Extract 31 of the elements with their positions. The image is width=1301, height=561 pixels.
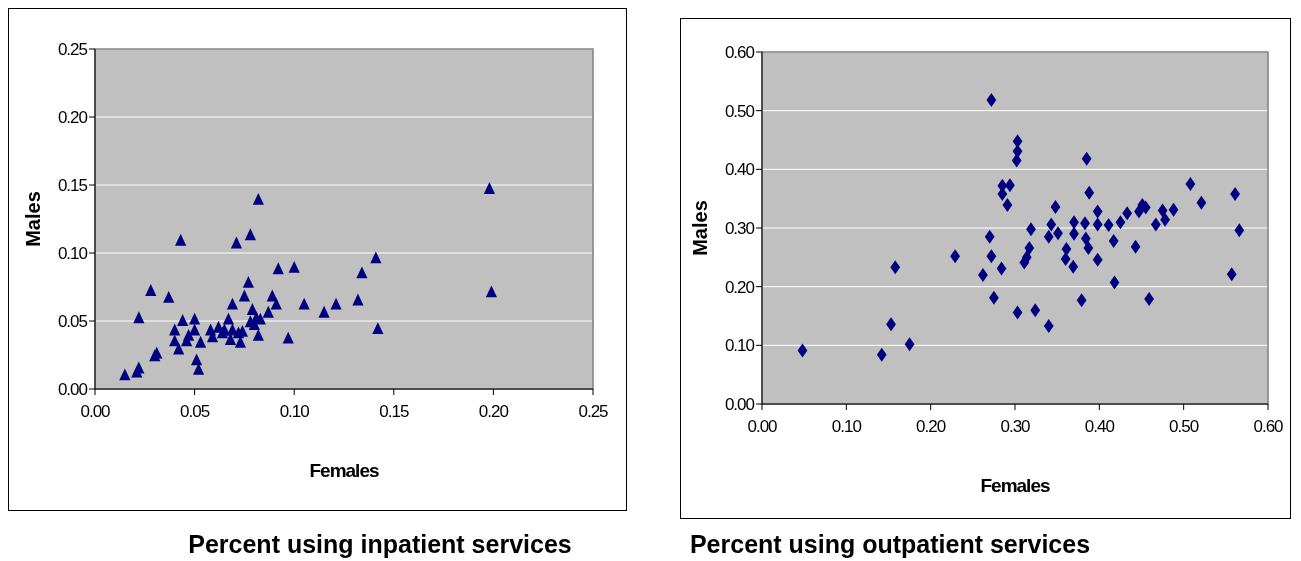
y-tick-label: 0.00	[57, 379, 88, 399]
x-axis-title: Females	[980, 475, 1050, 496]
x-tick-label: 0.05	[180, 402, 210, 421]
y-tick-label: 0.60	[724, 42, 755, 62]
y-tick-label: 0.20	[57, 107, 88, 127]
x-tick-label: 0.00	[80, 402, 111, 421]
y-axis-title: Males	[22, 191, 44, 247]
x-tick-label: 0.50	[1169, 417, 1199, 436]
x-tick-label: 0.20	[916, 417, 946, 436]
y-axis-title: Males	[689, 200, 711, 256]
x-axis-title: Females	[309, 460, 379, 481]
y-tick-label: 0.20	[724, 277, 755, 297]
x-tick-label: 0.10	[831, 417, 862, 436]
text: Percent using outpatient services	[689, 530, 1091, 558]
y-tick-label: 0.15	[57, 175, 88, 195]
x-tick-label: 0.00	[747, 417, 778, 436]
text: Percent using inpatient services	[188, 530, 572, 558]
x-tick-label: 0.60	[1253, 417, 1284, 436]
y-tick-label: 0.05	[57, 311, 88, 331]
x-tick-label: 0.30	[1000, 417, 1031, 436]
y-tick-label: 0.30	[724, 218, 755, 238]
y-tick-label: 0.50	[724, 101, 755, 121]
x-tick-label: 0.25	[578, 402, 609, 421]
x-tick-label: 0.20	[478, 402, 509, 421]
x-tick-label: 0.40	[1084, 417, 1115, 436]
y-tick-label: 0.10	[57, 243, 88, 263]
x-tick-label: 0.10	[279, 402, 310, 421]
y-tick-label: 0.40	[724, 160, 755, 180]
x-tick-label: 0.15	[379, 402, 409, 421]
y-tick-label: 0.25	[57, 39, 88, 59]
y-tick-label: 0.10	[724, 336, 755, 356]
